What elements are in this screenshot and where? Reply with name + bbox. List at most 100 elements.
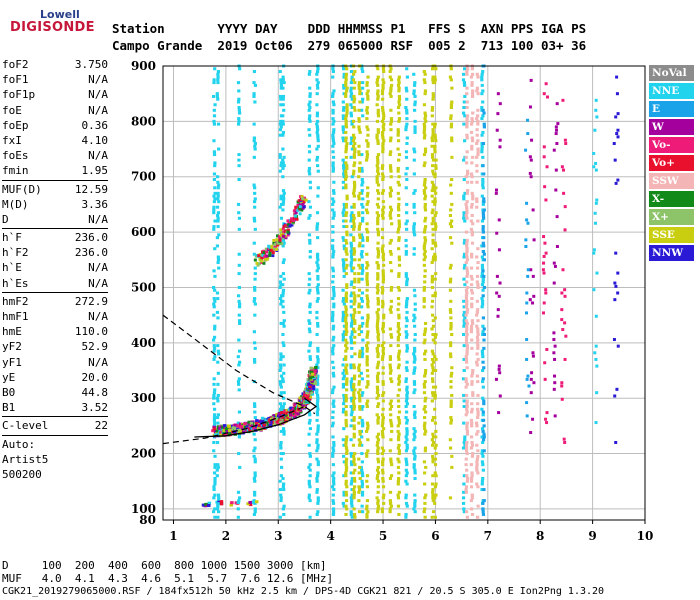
echo-dot (331, 371, 335, 375)
echo-dot (252, 136, 256, 140)
echo-dot (215, 205, 220, 209)
echo-dot (563, 357, 567, 361)
echo-dot (431, 94, 435, 98)
echo-dot (555, 102, 559, 106)
echo-dot (404, 150, 409, 154)
echo-dot (497, 364, 501, 368)
echo-dot (431, 488, 435, 492)
echo-dot (278, 402, 282, 406)
echo-dot (344, 78, 348, 82)
echo-dot (423, 501, 427, 505)
echo-dot (307, 233, 312, 237)
echo-dot (292, 410, 297, 414)
echo-dot (236, 202, 241, 206)
echo-dot (431, 352, 435, 356)
echo-dot (413, 410, 417, 414)
echo-dot (341, 338, 345, 342)
echo-dot (397, 111, 401, 115)
echo-dot (216, 499, 221, 503)
echo-dot (237, 252, 241, 256)
echo-dot (315, 391, 319, 395)
echo-dot (375, 435, 379, 439)
legend-item-ssw: SSW (649, 173, 694, 189)
echo-dot (524, 238, 528, 242)
echo-dot (344, 482, 348, 486)
echo-dot (431, 360, 436, 364)
echo-dot (390, 380, 394, 384)
echo-dot (341, 211, 345, 215)
echo-dot (470, 161, 474, 165)
echo-dot (423, 446, 428, 450)
echo-dot (365, 499, 370, 503)
echo-dot (359, 465, 363, 469)
echo-dot (422, 189, 426, 193)
echo-dot (344, 355, 348, 359)
echo-dot (543, 241, 547, 245)
echo-dot (215, 92, 219, 96)
echo-dot (449, 191, 453, 195)
echo-dot (308, 468, 312, 472)
echo-dot (308, 452, 312, 456)
echo-dot (431, 490, 435, 494)
echo-dot (448, 75, 453, 79)
echo-dot (389, 399, 393, 403)
echo-dot (281, 288, 286, 292)
echo-dot (470, 241, 475, 245)
echo-dot (563, 228, 567, 232)
echo-dot (316, 446, 320, 450)
echo-dot (358, 222, 362, 226)
echo-dot (553, 264, 557, 268)
echo-dot (213, 274, 217, 278)
echo-dot (332, 302, 336, 306)
echo-dot (252, 357, 257, 361)
echo-dot (381, 244, 385, 248)
echo-dot (275, 238, 279, 242)
echo-dot (422, 153, 427, 157)
echo-dot (413, 130, 417, 134)
x-tick-label: 9 (588, 529, 596, 543)
echo-dot (471, 222, 475, 226)
echo-dot (246, 502, 250, 506)
parameters-panel: foF2 3.750 foF1 N/A foF1p N/A foE N/A foEp 0.36 fx… (2, 57, 108, 482)
echo-dot (279, 78, 283, 82)
echo-dot (315, 490, 319, 494)
echo-dot (357, 258, 361, 262)
echo-dot (469, 476, 474, 480)
echo-dot (353, 352, 357, 356)
echo-dot (331, 474, 335, 478)
echo-dot (381, 366, 385, 370)
echo-dot (315, 355, 320, 359)
echo-dot (462, 357, 466, 361)
echo-dot (449, 114, 453, 118)
echo-dot (397, 449, 402, 453)
echo-dot (476, 330, 480, 334)
echo-dot (365, 333, 370, 337)
echo-dot (332, 476, 336, 480)
echo-dot (430, 305, 434, 309)
echo-dot (344, 310, 348, 314)
echo-dot (353, 147, 357, 151)
echo-dot (529, 431, 533, 435)
echo-dot (344, 139, 348, 143)
echo-dot (553, 414, 557, 418)
echo-dot (381, 255, 385, 259)
echo-dot (431, 432, 435, 436)
echo-dot (463, 94, 467, 98)
echo-dot (341, 263, 346, 267)
echo-dot (552, 331, 556, 335)
echo-dot (462, 344, 466, 348)
echo-dot (397, 476, 401, 480)
echo-dot (212, 357, 216, 361)
echo-dot (352, 186, 357, 190)
echo-dot (305, 395, 310, 399)
echo-dot (282, 230, 286, 234)
echo-dot (462, 100, 466, 104)
echo-dot (405, 97, 409, 101)
echo-dot (213, 355, 217, 359)
echo-dot (365, 117, 369, 121)
echo-dot (465, 266, 469, 270)
echo-dot (332, 482, 336, 486)
echo-dot (470, 252, 474, 256)
echo-dot (262, 261, 266, 265)
echo-dot (308, 114, 312, 118)
